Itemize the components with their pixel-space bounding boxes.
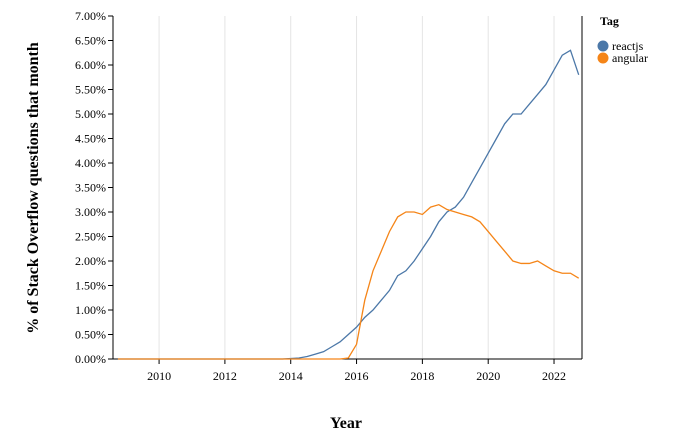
x-tick-label: 2022 [542, 369, 566, 383]
x-tick-label: 2010 [147, 369, 171, 383]
x-tick-label: 2014 [279, 369, 303, 383]
x-axis-title: Year [330, 415, 362, 432]
y-tick-label: 5.00% [75, 107, 106, 121]
y-tick-label: 3.50% [75, 181, 106, 195]
legend-label: angular [612, 51, 648, 65]
legend-swatch [597, 52, 609, 64]
y-tick-label: 5.50% [75, 83, 106, 97]
y-tick-label: 4.50% [75, 132, 106, 146]
y-tick-label: 1.00% [75, 303, 106, 317]
y-tick-label: 7.00% [75, 9, 106, 23]
legend-swatch [597, 40, 609, 52]
series-line [117, 49, 580, 360]
x-tick-label: 2018 [410, 369, 434, 383]
x-tick-label: 2020 [476, 369, 500, 383]
y-tick-label: 2.00% [75, 254, 106, 268]
y-tick-label: 2.50% [75, 230, 106, 244]
x-tick-label: 2016 [345, 369, 369, 383]
x-tick-label: 2012 [213, 369, 237, 383]
y-tick-label: 6.00% [75, 58, 106, 72]
y-tick-label: 0.00% [75, 352, 106, 366]
y-tick-label: 6.50% [75, 34, 106, 48]
legend-title: Tag [600, 14, 619, 28]
series-line [117, 203, 580, 360]
y-tick-label: 3.00% [75, 205, 106, 219]
y-axis-title: % of Stack Overflow questions that month [25, 42, 42, 334]
y-tick-label: 4.00% [75, 156, 106, 170]
y-tick-label: 1.50% [75, 279, 106, 293]
y-tick-label: 0.50% [75, 328, 106, 342]
legend-label: reactjs [612, 39, 644, 53]
